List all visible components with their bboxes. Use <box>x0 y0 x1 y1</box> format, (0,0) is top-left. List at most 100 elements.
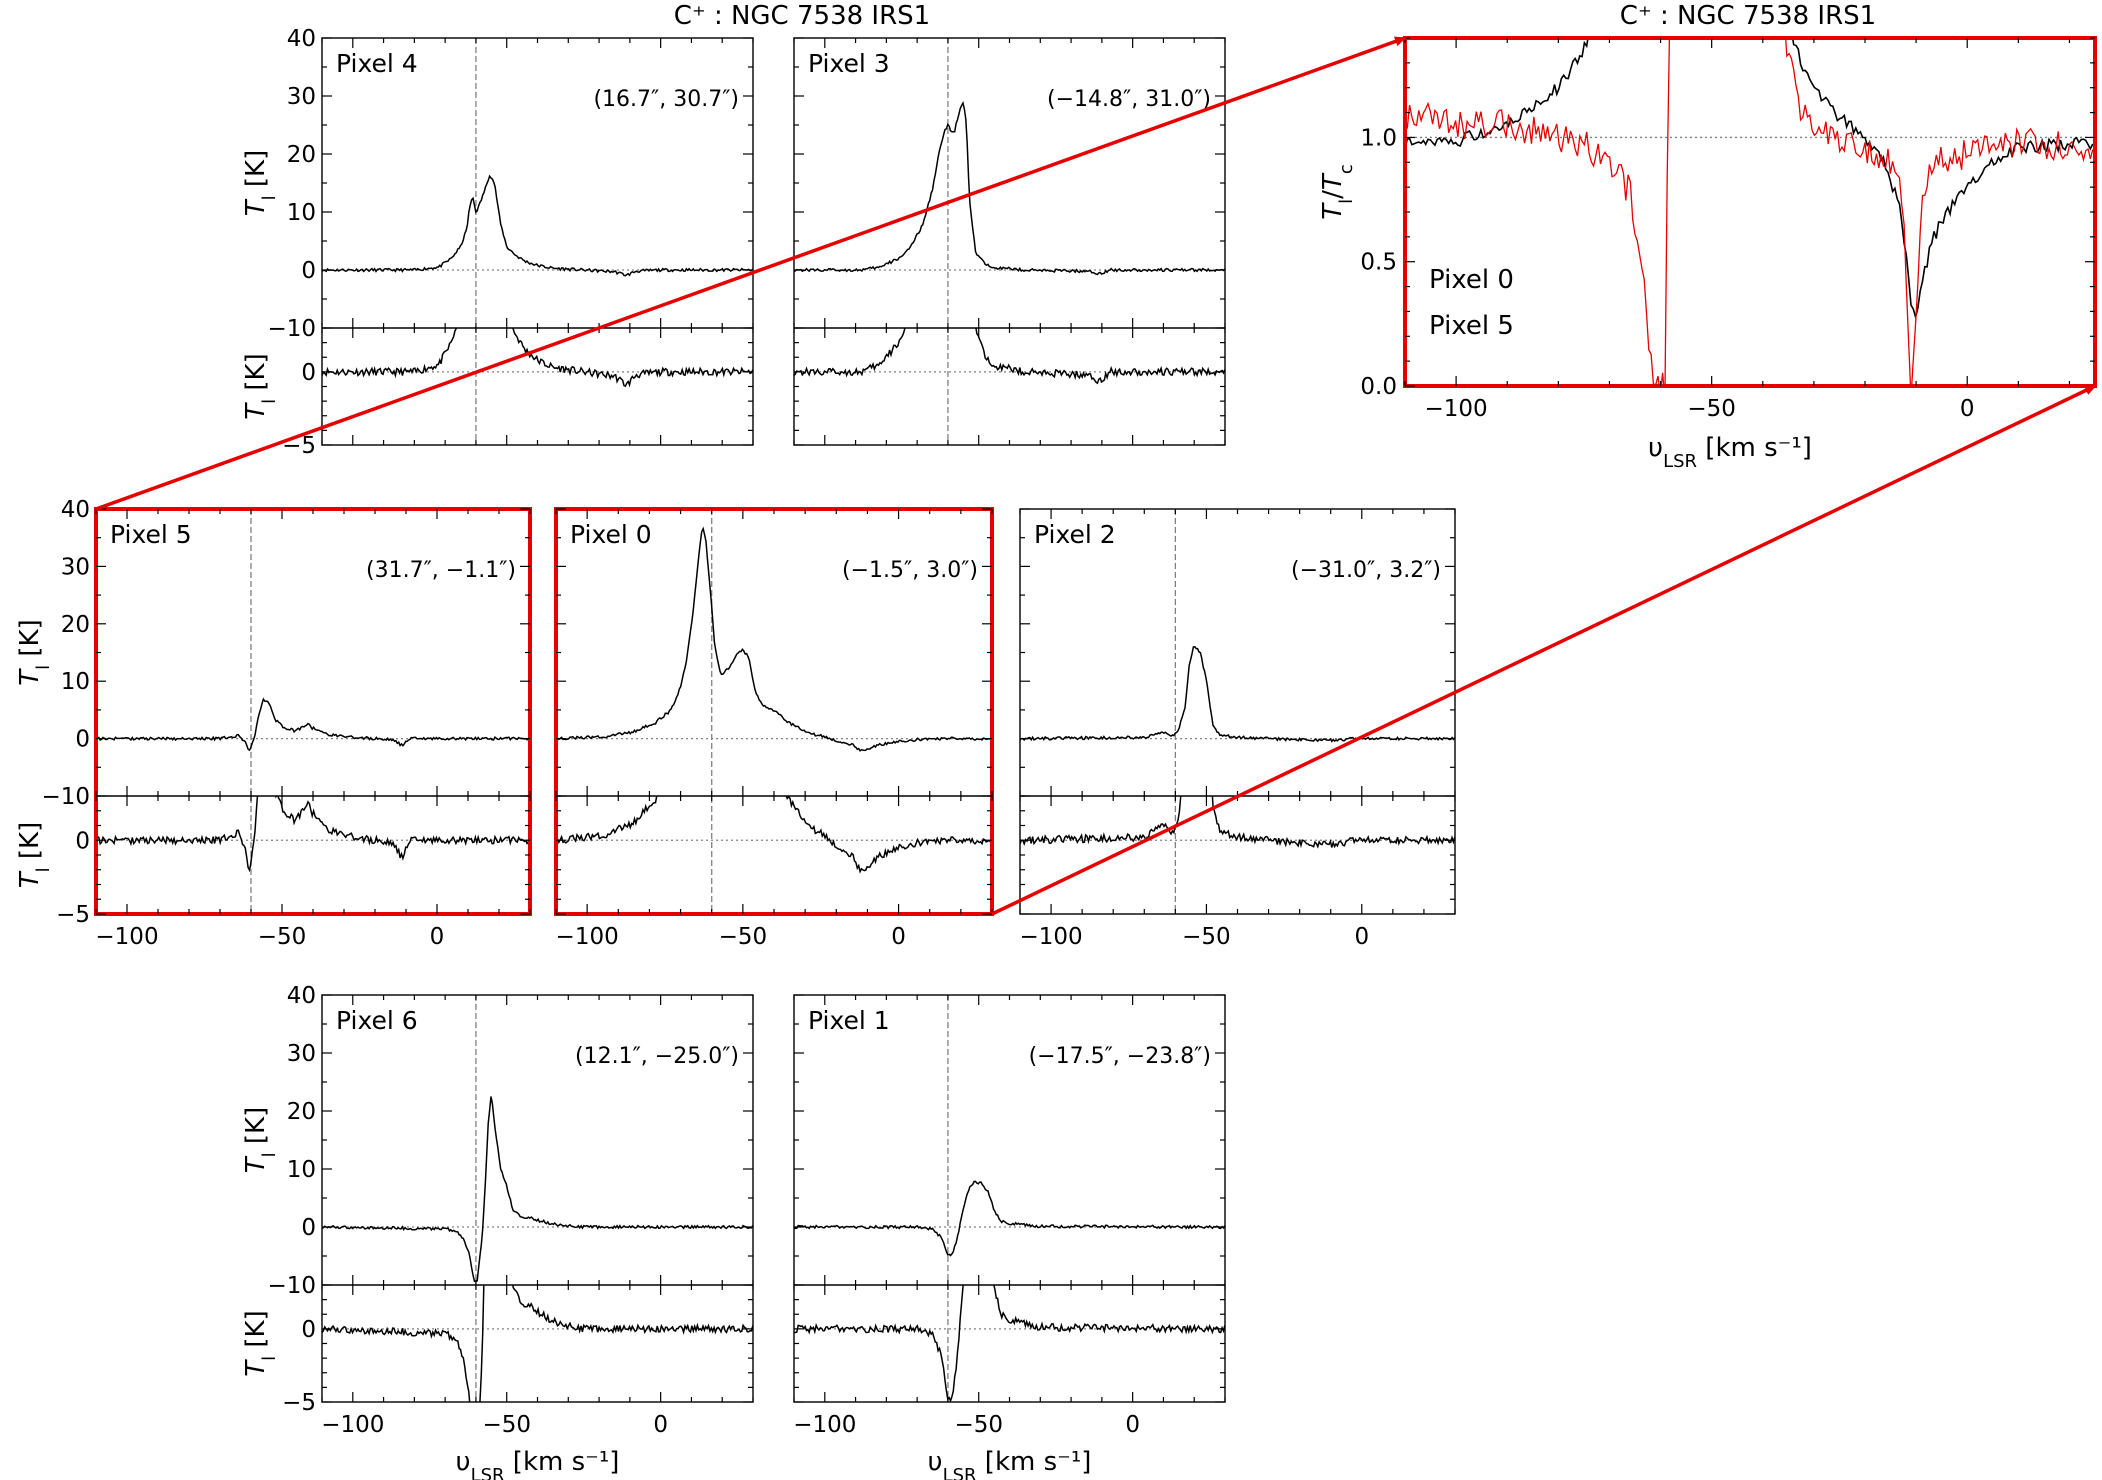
y-axis-label-top: Tl [K] <box>241 150 280 217</box>
x-tick-label: 0 <box>653 1412 668 1438</box>
zoom-line-upper <box>95 36 1407 511</box>
spectrum-line-bottom <box>322 1285 753 1402</box>
spectrum-panel-pixel-1: −100 −50 0 υLSR [km s⁻¹] Pixel 1 (−17.5″, −23… <box>793 994 1226 1480</box>
x-tick-label: 0 <box>1354 924 1369 950</box>
y-tick-label: 30 <box>287 1041 316 1067</box>
legend-entry-pixel-0: Pixel 0 <box>1429 265 1514 295</box>
y-axis-label-top: Tl [K] <box>241 1107 280 1174</box>
y-tick-label: 10 <box>287 1157 316 1183</box>
x-tick-label: −100 <box>321 1412 384 1438</box>
pixel-offset-label: (−14.8″, 31.0″) <box>1047 87 1211 112</box>
x-tick-label: 0 <box>1125 1412 1140 1438</box>
y-tick-label: 0 <box>301 1317 316 1343</box>
x-tick-label: −100 <box>1019 924 1082 950</box>
pixel-name-label: Pixel 5 <box>110 520 192 549</box>
y-axis-label-bottom: Tl [K] <box>241 353 280 420</box>
x-tick-label: −100 <box>793 1412 856 1438</box>
spectrum-line-top <box>794 1180 1225 1257</box>
x-tick-label: 0 <box>1960 396 1975 422</box>
y-tick-label: 30 <box>61 554 90 580</box>
y-tick-label: 20 <box>287 1099 316 1125</box>
y-tick-label: 0 <box>75 828 90 854</box>
y-tick-label: 10 <box>61 669 90 695</box>
y-axis-label-bottom: Tl [K] <box>241 1310 280 1377</box>
y-tick-label: 0.0 <box>1360 374 1397 400</box>
spectrum-line-bottom <box>794 328 1225 385</box>
x-axis-label: υLSR [km s⁻¹] <box>456 1447 620 1480</box>
x-tick-label: −50 <box>482 1412 531 1438</box>
pixel-offset-label: (31.7″, −1.1″) <box>366 558 516 583</box>
spectrum-line-top <box>322 174 753 277</box>
spectrum-line-bottom <box>794 1285 1225 1402</box>
pixel-name-label: Pixel 1 <box>808 1006 890 1035</box>
x-tick-label: −50 <box>954 1412 1003 1438</box>
ratio-line-pixel-0 <box>1405 38 2094 321</box>
spectrum-panel-pixel-3: Pixel 3 (−14.8″, 31.0″) <box>793 37 1226 446</box>
y-tick-label: −10 <box>267 1273 316 1299</box>
pixel-name-label: Pixel 3 <box>808 49 890 78</box>
zoom-line-lower <box>991 384 2097 916</box>
spectrum-panel-pixel-2: −100 −50 0 Pixel 2 (−31.0″, 3.2″) <box>1019 508 1456 950</box>
y-axis-label-top: Tl [K] <box>15 619 54 686</box>
inset-title: C⁺ : NGC 7538 IRS1 <box>1620 1 1876 31</box>
y-tick-label: 40 <box>287 26 316 52</box>
pixel-offset-label: (−31.0″, 3.2″) <box>1291 558 1441 583</box>
x-tick-label: −100 <box>556 924 619 950</box>
x-tick-label: −50 <box>258 924 307 950</box>
spectrum-line-top <box>1020 646 1455 743</box>
spectrum-line-bottom <box>322 328 753 388</box>
figure-title: C⁺ : NGC 7538 IRS1 <box>674 1 930 31</box>
x-tick-label: −50 <box>1182 924 1231 950</box>
y-tick-label: −10 <box>41 784 90 810</box>
inset-x-axis-label: υLSR [km s⁻¹] <box>1648 433 1812 472</box>
x-axis-label: υLSR [km s⁻¹] <box>928 1447 1092 1480</box>
inset-panel: −100 −50 0 0.0 0.5 1.0Tl/Tc υLSR [km s⁻¹] Pixel… <box>1318 36 2097 472</box>
y-tick-label: 0.5 <box>1360 250 1397 276</box>
legend-entry-pixel-5: Pixel 5 <box>1429 311 1514 341</box>
y-tick-label: 40 <box>287 983 316 1009</box>
y-tick-label: 1.0 <box>1360 125 1397 151</box>
pixel-name-label: Pixel 4 <box>336 49 418 78</box>
y-tick-label: 20 <box>287 142 316 168</box>
y-tick-label: −5 <box>56 902 90 928</box>
pixel-offset-label: (−1.5″, 3.0″) <box>842 558 978 583</box>
y-tick-label: 0 <box>301 1215 316 1241</box>
y-tick-label: 40 <box>61 497 90 523</box>
spectrum-line-top <box>96 697 530 752</box>
pixel-name-label: Pixel 6 <box>336 1006 418 1035</box>
spectrum-line-top <box>794 101 1225 276</box>
y-tick-label: −10 <box>267 316 316 342</box>
inset-y-axis-label: Tl/Tc <box>1318 164 1357 219</box>
x-tick-label: −100 <box>95 924 158 950</box>
y-axis-label-bottom: Tl [K] <box>15 822 54 889</box>
pixel-offset-label: (16.7″, 30.7″) <box>593 87 739 112</box>
pixel-name-label: Pixel 0 <box>570 520 652 549</box>
pixel-offset-label: (12.1″, −25.0″) <box>575 1044 739 1069</box>
pixel-name-label: Pixel 2 <box>1034 520 1116 549</box>
spectrum-line-top <box>322 1096 753 1283</box>
spectrum-line-bottom <box>96 796 530 873</box>
zoom-connector-lines <box>95 36 2097 916</box>
spectrum-panel-pixel-0: −100 −50 0 Pixel 0 (−1.5″, 3.0″) <box>554 507 994 950</box>
y-tick-label: 0 <box>75 727 90 753</box>
pixel-offset-label: (−17.5″, −23.8″) <box>1029 1044 1211 1069</box>
y-tick-label: 20 <box>61 612 90 638</box>
y-tick-label: −5 <box>282 1390 316 1416</box>
x-tick-label: 0 <box>891 924 906 950</box>
y-tick-label: 10 <box>287 200 316 226</box>
ratio-line-pixel-5 <box>1405 38 2094 386</box>
x-tick-label: 0 <box>430 924 445 950</box>
x-tick-label: −50 <box>719 924 768 950</box>
y-tick-label: 30 <box>287 84 316 110</box>
y-tick-label: 0 <box>301 258 316 284</box>
x-tick-label: −50 <box>1687 396 1736 422</box>
spectrum-line-bottom <box>556 796 992 874</box>
spectrum-line-top <box>556 526 992 752</box>
y-tick-label: 0 <box>301 360 316 386</box>
spectrum-line-bottom <box>1020 796 1455 849</box>
